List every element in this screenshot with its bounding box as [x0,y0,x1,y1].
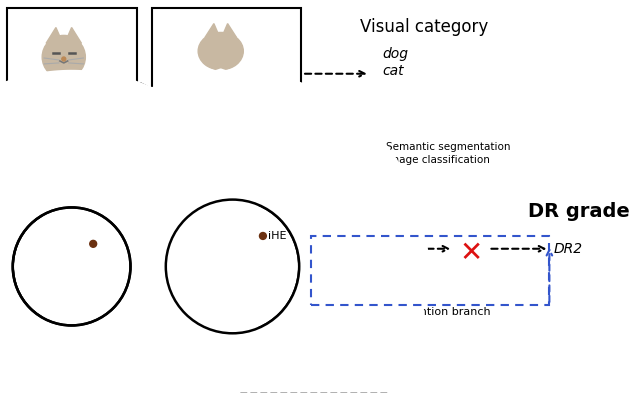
Text: iHE: iHE [363,242,384,255]
Circle shape [90,240,97,247]
Ellipse shape [49,241,71,300]
Text: cat: cat [383,64,404,78]
Circle shape [259,232,266,240]
Ellipse shape [198,33,243,70]
Polygon shape [221,23,236,37]
Text: DR grade: DR grade [528,201,630,220]
Text: Image classification: Image classification [385,155,490,165]
Bar [7,190,138,342]
Circle shape [62,57,66,61]
Polygon shape [205,23,220,37]
Bar [7,8,138,160]
PathPatch shape [0,70,268,398]
Text: Visual category: Visual category [360,18,488,36]
Polygon shape [65,27,81,43]
Circle shape [13,207,131,326]
PathPatch shape [36,70,429,398]
Text: HaEx: HaEx [212,320,243,333]
Ellipse shape [182,98,230,118]
Text: — — — — — — — — — — — — — — —: — — — — — — — — — — — — — — — [240,388,388,397]
Ellipse shape [49,123,59,129]
Ellipse shape [39,111,68,137]
Ellipse shape [189,225,230,318]
Ellipse shape [24,106,41,138]
Ellipse shape [212,236,239,306]
Polygon shape [46,27,63,43]
Ellipse shape [67,106,84,138]
Ellipse shape [31,232,65,308]
Ellipse shape [180,98,232,135]
Circle shape [28,92,79,144]
Text: Semantic segmentation: Semantic segmentation [385,142,510,152]
Text: Side-attention branch: Side-attention branch [369,307,491,317]
Text: dog: dog [383,47,408,61]
Circle shape [61,111,64,115]
Text: ✕: ✕ [460,239,483,267]
Circle shape [45,111,49,115]
Circle shape [42,35,85,79]
Text: (b) Fundus images (this work): (b) Fundus images (this work) [139,354,326,367]
Text: (a) Natural images: (a) Natural images [167,167,284,180]
Text: dog: dog [200,136,221,146]
Ellipse shape [49,241,71,300]
Bar [311,236,549,305]
Bar [152,8,301,160]
Text: HaEx: HaEx [363,257,396,270]
Circle shape [13,207,131,326]
Circle shape [166,199,300,333]
Circle shape [42,110,50,118]
Circle shape [58,110,66,118]
Ellipse shape [31,232,65,308]
Text: DR2: DR2 [554,242,582,256]
Text: cat: cat [217,79,234,89]
Bar [155,190,310,342]
Text: iHE: iHE [268,231,286,241]
